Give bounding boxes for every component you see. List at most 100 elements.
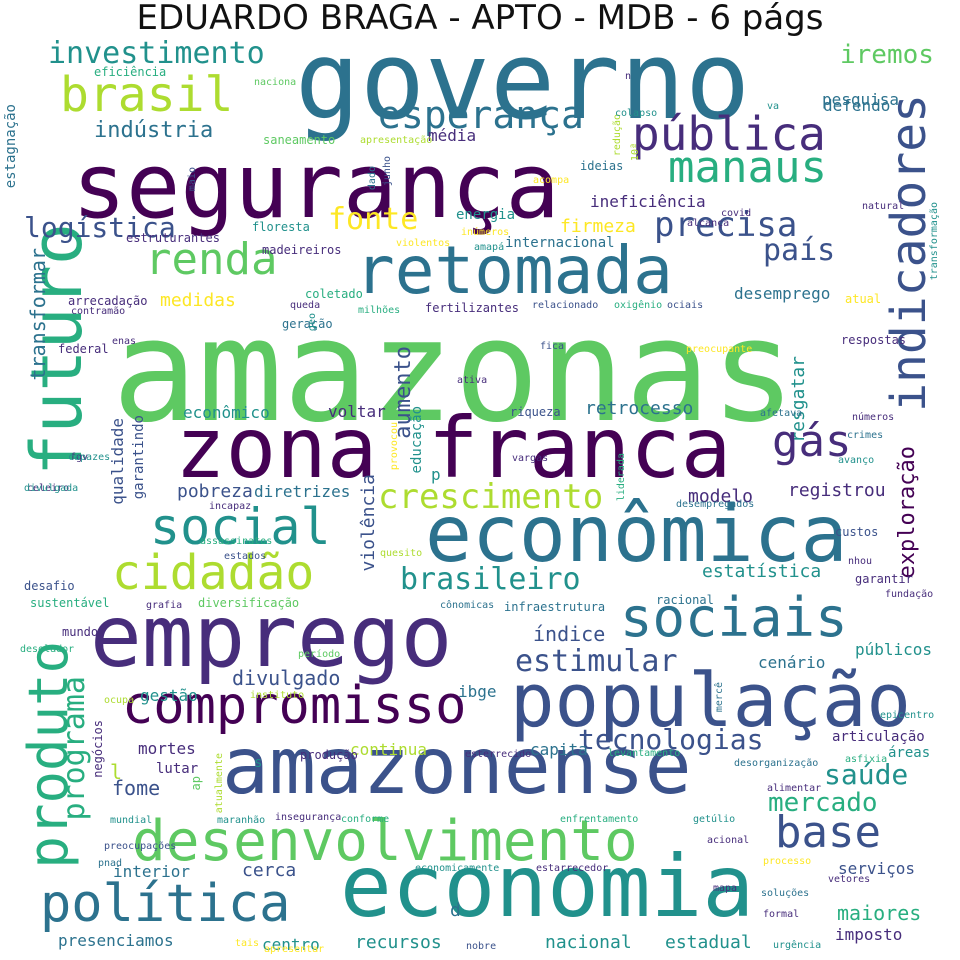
cloud-word: brasil	[60, 67, 234, 123]
cloud-word: pobreza	[177, 481, 253, 502]
cloud-word: 10ª	[630, 143, 641, 162]
cloud-word: redução	[612, 114, 623, 157]
cloud-word: vetores	[828, 874, 871, 885]
cloud-word: fica	[540, 341, 565, 352]
cloud-word: estatística	[702, 561, 822, 582]
cloud-word: coletado	[305, 287, 363, 301]
cloud-word: maranhão	[217, 815, 266, 826]
cloud-word: desempregados	[676, 499, 755, 510]
cloud-word: alcança	[687, 218, 730, 229]
cloud-word: covid	[721, 208, 752, 219]
cloud-word: diretrizes	[254, 482, 351, 501]
cloud-word: retomada	[355, 232, 673, 309]
cloud-word: estruturantes	[126, 231, 220, 245]
cloud-word: apresentar	[264, 944, 325, 955]
page-title: EDUARDO BRAGA - APTO - MDB - 6 págs	[136, 0, 824, 38]
cloud-word: precisa	[654, 205, 798, 245]
cloud-word: recursos	[355, 932, 442, 953]
cloud-word: continua	[350, 740, 428, 759]
cloud-word: soluções	[761, 888, 810, 899]
cloud-word: presenciamos	[58, 931, 174, 950]
word-cloud: amazonas governo segurança zona franca econô…	[0, 28, 960, 960]
cloud-word: insegurança	[275, 812, 342, 823]
cloud-word: ativa	[457, 375, 488, 386]
cloud-word: l	[110, 760, 123, 784]
cloud-word: social	[150, 498, 331, 556]
cloud-word: mortes	[138, 739, 196, 758]
cloud-word: violentos	[396, 238, 451, 249]
cloud-word: levantamento	[608, 748, 681, 759]
cloud-word: zona franca	[175, 399, 732, 497]
cloud-word: estadual	[665, 932, 752, 953]
cloud-word: sustentável	[30, 596, 110, 610]
cloud-word: desolador	[20, 644, 75, 655]
cloud-word: negócios	[91, 720, 105, 778]
cloud-word: assassinatos	[200, 536, 273, 547]
cloud-word: garantindo	[131, 415, 147, 500]
cloud-word: va	[767, 101, 780, 112]
cloud-word: desenvolvimento	[132, 809, 638, 874]
cloud-word: atualmente	[214, 753, 225, 814]
cloud-word: relacionado	[532, 300, 599, 311]
cloud-word: alimentar	[767, 783, 822, 794]
cloud-word: grafia	[146, 600, 183, 611]
cloud-word: renda	[145, 234, 278, 285]
cloud-word: qualidade	[108, 418, 127, 505]
cloud-word: milhões	[358, 305, 401, 316]
cloud-word: amazonense	[222, 722, 692, 812]
cloud-word: amazonas	[112, 289, 796, 454]
cloud-word: instituto	[250, 690, 305, 701]
cloud-word: incapaz	[209, 501, 252, 512]
cloud-word: inúmeros	[461, 227, 510, 238]
cloud-word: defendo	[823, 96, 891, 115]
cloud-word: cidadão	[112, 545, 315, 601]
cloud-word: logística	[24, 211, 176, 244]
cloud-word: natural	[862, 201, 905, 212]
cloud-word: firmeza	[560, 216, 636, 237]
cloud-word: retrocesso	[585, 398, 694, 419]
cloud-word: nhou	[848, 556, 873, 567]
cloud-word: formal	[763, 909, 800, 920]
cloud-word: brasileiro	[400, 562, 581, 597]
cloud-word: desorganização	[734, 758, 819, 769]
cloud-word: internacional	[505, 235, 615, 251]
cloud-word: medidas	[160, 290, 236, 311]
cloud-word: gás	[772, 416, 852, 467]
cloud-word: esterrecido	[465, 749, 532, 760]
cloud-word: maio	[187, 167, 198, 192]
cloud-word: capita	[530, 740, 588, 759]
cloud-word: federal	[58, 342, 109, 356]
cloud-word: fgv	[70, 452, 89, 463]
cloud-word: avanço	[838, 455, 875, 466]
cloud-word: ineficiência	[590, 192, 706, 211]
cloud-word: tecnologias	[578, 723, 764, 756]
cloud-word: econômico	[183, 403, 270, 422]
cloud-word: indicadores	[881, 94, 937, 412]
cloud-word: estados	[224, 551, 267, 562]
cloud-word: articulação	[832, 729, 925, 745]
cloud-word: cerca	[242, 860, 297, 881]
cloud-word: junho	[382, 156, 393, 187]
cloud-word: p	[431, 465, 441, 484]
cloud-word: fertilizantes	[425, 301, 519, 315]
cloud-word: ociais	[667, 300, 704, 311]
cloud-word: maiores	[837, 901, 922, 925]
cloud-word: arrecadação	[68, 294, 148, 308]
cloud-word: exploração	[895, 446, 920, 579]
cloud-word: energia	[456, 207, 516, 223]
cloud-word: mapa	[713, 883, 738, 894]
cloud-word: conforme	[341, 814, 390, 825]
cloud-word: d	[450, 900, 461, 921]
cloud-word: apresentação	[360, 135, 433, 146]
cloud-word: modelo	[688, 486, 754, 507]
cloud-word: política	[40, 874, 291, 934]
cloud-word: floresta	[252, 220, 310, 234]
cloud-word: governo	[295, 19, 751, 144]
cloud-word: serviços	[838, 859, 916, 878]
cloud-word: transformação	[929, 202, 940, 281]
cloud-word: saúde	[824, 758, 909, 791]
cloud-word: provocou	[389, 422, 400, 471]
cloud-word: base	[775, 807, 881, 858]
cloud-word: investimento	[48, 36, 265, 71]
cloud-word: índice	[533, 622, 606, 646]
